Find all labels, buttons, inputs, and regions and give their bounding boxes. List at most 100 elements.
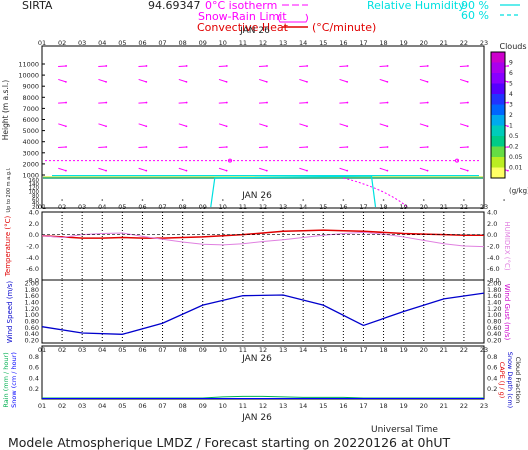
gust-tick-label: 0.40 <box>487 330 501 338</box>
wind-arrow <box>58 123 67 127</box>
hour-tick-label-temp: 11 <box>239 203 247 211</box>
hour-tick-label-temp: 14 <box>299 203 307 211</box>
wind-arrow-head <box>346 146 349 148</box>
hour-tick-label-bottom: 23 <box>480 402 488 410</box>
legend-snow-rain-label: Snow-Rain Limit <box>198 10 287 23</box>
wind-arrow-head <box>185 80 188 83</box>
gust-tick-label: 1.80 <box>487 286 501 294</box>
wind-arrow <box>98 146 107 149</box>
wind-arrow <box>299 65 308 67</box>
hour-tick-label-temp: 13 <box>279 203 287 211</box>
wind-arrow <box>339 102 348 104</box>
hour-tick-label-top: 07 <box>158 39 166 47</box>
colorbar-title: Clouds <box>499 42 526 51</box>
ground-point <box>181 199 184 201</box>
wind-arrow <box>379 146 388 149</box>
wind-arrow-head <box>426 101 429 104</box>
snow-rain-line <box>343 177 408 208</box>
wind-arrow-head <box>145 101 148 104</box>
height-low-tick-label: 80 <box>32 193 39 199</box>
hour-tick-label-top: 21 <box>440 39 448 47</box>
wind-arrow-head <box>386 125 389 128</box>
wind-arrow-head <box>105 169 107 172</box>
height-low-tick-label: 40 <box>32 201 39 207</box>
hour-tick-label-top: 08 <box>178 39 186 47</box>
wind-arrow <box>98 102 107 104</box>
wind-arrow-head <box>266 101 268 104</box>
height-tick-label: 11000 <box>18 61 39 69</box>
cape-tick-label: 0.2 <box>487 385 497 393</box>
wind-arrow <box>258 146 268 149</box>
date-label-precip: JAN 26 <box>241 354 272 364</box>
temperature-tick-label: 2.0 <box>29 220 39 228</box>
wind-speed-line <box>41 292 485 335</box>
wind-arrow <box>379 123 388 127</box>
humidex-tick-label: 2.0 <box>487 220 497 228</box>
wind-arrow-head <box>145 146 148 148</box>
hour-tick-label-temp: 12 <box>259 203 267 211</box>
gust-axis-label: Wind Gust (m/s) <box>503 284 511 341</box>
wind-arrow <box>178 102 187 104</box>
wind-arrow-head <box>386 146 389 148</box>
wind-arrow-head <box>64 80 67 83</box>
wind-arrow <box>138 146 147 149</box>
precip-tick-label: 0.2 <box>29 385 39 393</box>
wind-arrow <box>58 146 67 149</box>
cloud-layer-band <box>43 176 483 178</box>
wind-arrow <box>339 78 348 83</box>
wind-arrow-head <box>265 125 268 128</box>
wind-arrow <box>459 78 468 83</box>
wind-arrow <box>178 167 187 172</box>
wind-arrow <box>379 78 388 83</box>
wind-arrow <box>259 167 267 172</box>
wind-tick-label: 2.00 <box>25 280 39 288</box>
wind-arrow <box>419 167 428 172</box>
wind-arrow-head <box>426 146 429 148</box>
temperature-tick-label: -6.0 <box>26 265 39 273</box>
ground-point <box>61 199 63 201</box>
hour-tick-label-bottom: 22 <box>460 402 468 410</box>
hour-tick-label-top: 05 <box>118 39 126 47</box>
hour-tick-label-temp: 17 <box>359 203 367 211</box>
hour-tick-label-temp: 19 <box>399 203 407 211</box>
wind-arrow-head <box>426 80 429 83</box>
hour-tick-label-bottom: 15 <box>319 402 327 410</box>
wind-arrow <box>98 78 107 83</box>
colorbar-swatch <box>491 94 505 105</box>
wind-tick-label: 1.80 <box>25 286 39 294</box>
wind-arrow <box>218 65 227 67</box>
cloud-panel-frame <box>41 45 485 209</box>
hour-tick-label-bottom: 07 <box>158 402 166 410</box>
hour-tick-label-bottom: 16 <box>339 402 347 410</box>
wind-arrow-head <box>426 125 429 128</box>
hour-tick-label-precip-top: 10 <box>219 346 227 354</box>
humidex-tick-label: -8.0 <box>487 277 500 285</box>
legend-rh-60: 60 % <box>461 9 489 22</box>
wind-arrow-head <box>386 80 389 83</box>
hour-tick-label-top: 18 <box>379 39 387 47</box>
cape-axis-label: CAPE (J / g) <box>498 362 506 399</box>
wind-arrow <box>419 78 428 83</box>
date-label-temp: JAN 26 <box>241 191 272 201</box>
wind-arrow <box>459 123 468 127</box>
wind-arrow-head <box>145 169 148 172</box>
colorbar-swatch <box>491 167 505 179</box>
wind-arrow-head <box>306 101 309 104</box>
height-low-tick-label: 60 <box>32 197 39 203</box>
hour-tick-label-precip-top: 03 <box>78 346 86 354</box>
universal-time-label: Universal Time <box>371 425 438 435</box>
wind-axis-label: Wind Speed (m/s) <box>6 281 14 344</box>
cape-tick-label: 0.8 <box>487 353 497 361</box>
colorbar-swatch <box>491 104 505 116</box>
wind-arrow <box>419 123 428 127</box>
wind-arrow-head <box>306 65 309 67</box>
wind-arrow-head <box>506 169 509 172</box>
wind-arrow-head <box>426 169 429 172</box>
height-tick-label: 7000 <box>22 105 39 113</box>
temperature-tick-label: -8.0 <box>26 277 39 285</box>
legend-snow-rain-swatch <box>278 13 308 23</box>
hour-tick-label-top: 10 <box>219 39 227 47</box>
wind-arrow-head <box>466 80 469 83</box>
temperature-tick-label: -2.0 <box>26 243 39 251</box>
wind-arrow-head <box>346 80 349 83</box>
